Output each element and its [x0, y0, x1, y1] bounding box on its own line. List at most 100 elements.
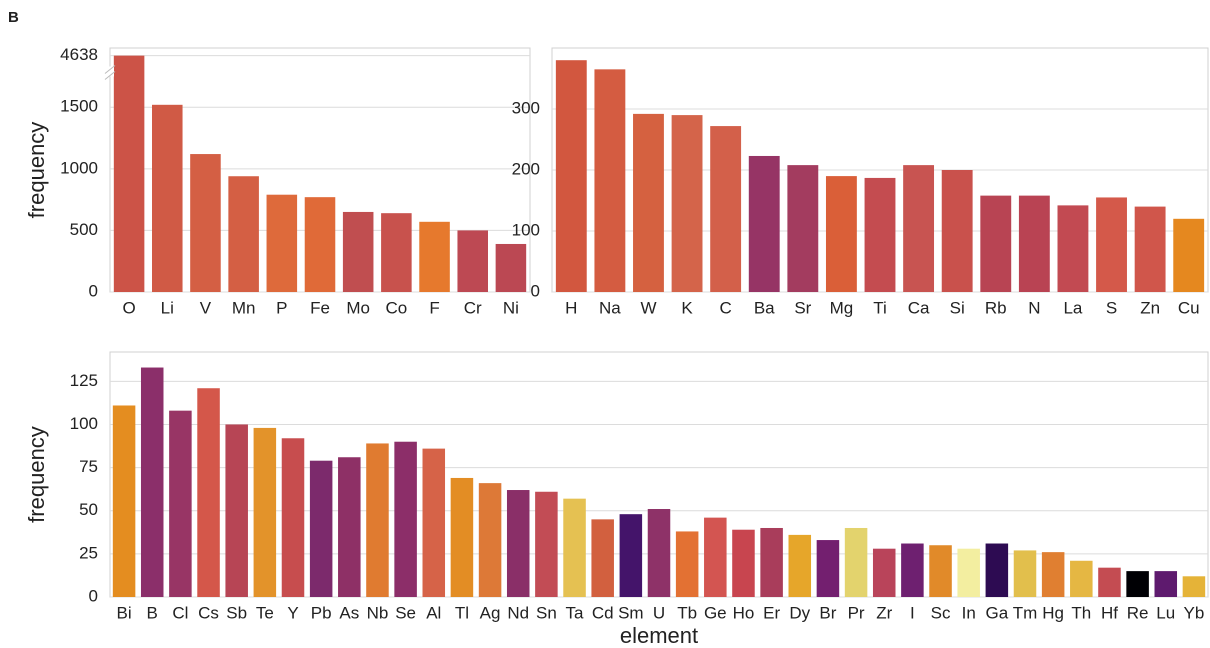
- x-tick-label: Ga: [986, 603, 1009, 622]
- bar: [190, 154, 221, 292]
- bar: [112, 405, 136, 597]
- x-tick-label: Cu: [1178, 298, 1200, 317]
- x-tick-label: I: [910, 603, 915, 622]
- x-tick-label: Nb: [367, 603, 389, 622]
- x-tick-label: Sm: [618, 603, 644, 622]
- bar: [253, 427, 277, 597]
- bar: [825, 176, 857, 292]
- bar: [478, 483, 502, 597]
- bar: [941, 170, 973, 292]
- y-tick-label: 100: [70, 414, 98, 433]
- x-tick-label: Y: [287, 603, 298, 622]
- x-tick-label: Cs: [198, 603, 219, 622]
- y-tick-label: 4638: [60, 45, 98, 64]
- bar: [304, 197, 336, 292]
- bar: [450, 477, 474, 597]
- x-tick-label: Yb: [1184, 603, 1205, 622]
- x-tick-label: Ge: [704, 603, 727, 622]
- x-tick-label: Pr: [848, 603, 865, 622]
- x-tick-label: Li: [161, 298, 174, 317]
- x-tick-label: Tm: [1013, 603, 1038, 622]
- bar: [594, 69, 626, 292]
- bar: [342, 211, 374, 292]
- x-tick-label: Dy: [789, 603, 810, 622]
- bar: [816, 540, 840, 597]
- x-tick-label: Ti: [873, 298, 887, 317]
- bar: [704, 517, 727, 597]
- y-tick-label: 0: [89, 586, 98, 605]
- x-tick-label: Sc: [931, 603, 951, 622]
- panel-label: B: [8, 9, 19, 26]
- bar: [957, 548, 980, 597]
- bar: [113, 55, 145, 292]
- x-tick-label: Sb: [226, 603, 247, 622]
- bar: [563, 498, 586, 597]
- bar: [495, 243, 527, 292]
- bar: [225, 424, 248, 597]
- x-tick-label: P: [276, 298, 287, 317]
- y-tick-label: 25: [79, 543, 98, 562]
- bar: [228, 176, 259, 292]
- x-tick-label: W: [640, 298, 656, 317]
- bar: [1134, 206, 1166, 292]
- y-tick-label: 125: [70, 371, 98, 390]
- bar: [647, 509, 671, 597]
- x-tick-label: Ho: [733, 603, 755, 622]
- x-tick-label: Te: [256, 603, 274, 622]
- y-axis-label: frequency: [24, 426, 49, 523]
- x-tick-label: Ba: [754, 298, 775, 317]
- x-tick-label: Zn: [1140, 298, 1160, 317]
- bar: [338, 457, 361, 597]
- x-tick-label: Tl: [455, 603, 469, 622]
- bar: [281, 438, 305, 597]
- y-axis-label: frequency: [24, 122, 49, 219]
- x-axis-label: element: [620, 623, 698, 648]
- bar: [732, 529, 755, 597]
- x-tick-label: Br: [819, 603, 836, 622]
- bar: [929, 545, 952, 597]
- bar: [788, 534, 812, 597]
- bar: [675, 531, 699, 597]
- x-tick-label: Ni: [503, 298, 519, 317]
- bar: [787, 165, 819, 292]
- bar: [1173, 218, 1205, 292]
- bar: [1018, 195, 1050, 292]
- bar: [619, 514, 643, 597]
- bar: [197, 388, 220, 597]
- x-tick-label: H: [565, 298, 577, 317]
- bar: [266, 194, 298, 292]
- x-tick-label: V: [200, 298, 212, 317]
- bar: [366, 443, 389, 597]
- axis-break-mark: [104, 65, 116, 80]
- x-tick-label: In: [962, 603, 976, 622]
- x-tick-label: Ta: [566, 603, 585, 622]
- x-tick-label: O: [122, 298, 135, 317]
- x-tick-label: Hg: [1042, 603, 1064, 622]
- x-tick-label: Th: [1071, 603, 1091, 622]
- x-tick-label: Al: [426, 603, 441, 622]
- bar: [1096, 197, 1127, 292]
- bar: [1057, 205, 1089, 292]
- y-tick-label: 1500: [60, 97, 98, 116]
- bar: [381, 213, 412, 292]
- x-tick-label: K: [681, 298, 693, 317]
- y-tick-label: 0: [89, 281, 98, 300]
- x-tick-label: S: [1106, 298, 1117, 317]
- x-tick-label: Co: [385, 298, 407, 317]
- x-tick-label: Zr: [876, 603, 892, 622]
- x-tick-label: Sr: [794, 298, 811, 317]
- y-tick-label: 200: [512, 159, 540, 178]
- y-tick-label: 300: [512, 98, 540, 117]
- bar: [671, 115, 703, 292]
- bar: [591, 519, 614, 597]
- x-tick-label: Na: [599, 298, 621, 317]
- y-tick-label: 50: [79, 500, 98, 519]
- bar: [748, 155, 780, 292]
- bar: [1154, 571, 1178, 597]
- x-tick-label: Lu: [1156, 603, 1175, 622]
- x-tick-label: B: [147, 603, 158, 622]
- bar: [844, 527, 868, 597]
- x-tick-label: Nd: [507, 603, 529, 622]
- x-tick-label: Fe: [310, 298, 330, 317]
- bar: [1126, 571, 1149, 597]
